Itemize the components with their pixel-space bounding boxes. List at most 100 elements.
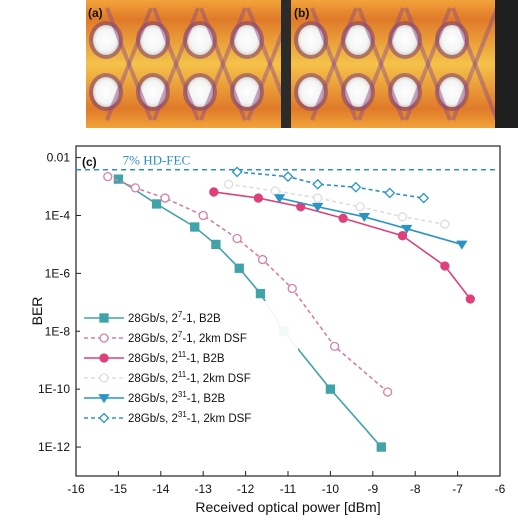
x-tick-label: -11 [280,482,297,496]
legend-entry: 28Gb/s, 27-1, B2B [84,310,221,325]
data-point [384,187,396,199]
legend-entry: 28Gb/s, 27-1, 2km DSF [84,330,247,345]
panel-tag-c: (c) [82,155,97,169]
y-tick-label: 1E-10 [38,382,70,396]
legend-entry: 28Gb/s, 231-1, 2km DSF [84,410,251,425]
legend-label: 28Gb/s, 231-1, 2km DSF [128,410,251,425]
x-tick-label: -10 [322,482,340,496]
x-tick-label: -15 [110,482,128,496]
y-tick-label: 1E-12 [38,440,70,454]
x-tick-label: -16 [67,482,85,496]
y-tick-label: 1E-6 [45,266,71,280]
eye-trace [199,7,247,121]
ber-chart: (c) -16 -15 -14 -13 -12 -11 -10 -9 -8 -7 -6 0.01 1E… [29,145,506,515]
y-tick-label: 1E-8 [45,324,71,338]
series-2 [103,171,393,397]
data-point [99,353,109,363]
data-point [312,178,324,190]
data-point [98,394,110,404]
series-5 [273,194,468,250]
data-point [376,442,386,452]
x-axis-label: Received optical power [dBm] [195,499,380,515]
legend-label: 28Gb/s, 27-1, 2km DSF [128,330,247,345]
legend-label: 28Gb/s, 27-1, B2B [128,310,221,325]
legend-label: 28Gb/s, 231-1, B2B [128,390,225,405]
eye-openings-b [294,7,499,121]
data-point [397,231,408,241]
data-point [99,373,109,383]
data-point [350,181,362,193]
data-point [99,333,109,343]
eye-opening [140,25,166,55]
series-layer [103,166,475,452]
eye-opening [187,77,213,107]
series-6 [231,166,430,204]
eye-opening [234,77,260,107]
eye-trace [199,7,247,121]
eye-opening [345,25,371,55]
eye-trace [404,7,452,121]
data-point [223,179,234,189]
data-point [231,166,243,178]
eye-opening [392,77,418,107]
data-point [397,212,408,222]
data-point [325,384,336,394]
y-axis: 0.01 1E-4 1E-6 1E-8 1E-10 1E-12 [38,151,81,454]
data-point [355,202,365,212]
panel-right-edge [495,0,518,128]
eye-opening [298,25,324,55]
eye-trace [404,7,452,121]
y-tick-label: 1E-4 [45,208,71,222]
x-tick-label: -6 [495,482,506,496]
eye-opening [93,25,119,55]
eye-diagram-panel-a [0,0,294,128]
data-point [282,171,294,183]
series-4 [223,179,450,229]
legend-label: 28Gb/s, 211-1, B2B [128,350,225,365]
eye-trace [357,7,405,121]
data-point [465,294,475,304]
x-tick-label: -13 [195,482,213,496]
eye-opening [298,77,324,107]
series-3 [209,187,475,304]
data-point [358,212,370,223]
eye-trace [357,7,405,121]
y-axis-label: BER [29,297,45,326]
data-point [209,187,219,197]
series-1 [113,174,386,452]
series-line [237,171,424,199]
x-tick-label: -7 [452,482,463,496]
legend-box [80,301,298,429]
data-point [456,240,468,250]
legend: 28Gb/s, 27-1, B2B 28Gb/s, 27-1, 2km DSF 28… [80,301,298,429]
x-tick-label: -12 [237,482,255,496]
data-point [313,193,323,203]
x-axis: -16 -15 -14 -13 -12 -11 -10 -9 -8 -7 -6 [67,471,506,496]
data-point [151,199,162,209]
x-tick-label: -14 [152,482,170,496]
data-point [312,202,324,212]
eye-trace [310,7,358,121]
eye-trace [451,7,499,121]
data-point [232,233,242,244]
data-point [255,288,266,299]
eye-opening [187,25,213,55]
legend-entry: 28Gb/s, 211-1, 2km DSF [84,370,251,385]
eye-trace [152,7,200,121]
data-point [130,183,141,193]
data-point [160,193,170,203]
eye-trace [451,7,499,121]
eye-trace [105,7,153,121]
data-point [418,192,430,204]
legend-entry: 28Gb/s, 231-1, B2B [84,390,225,405]
data-point [198,210,208,221]
data-point [338,213,348,223]
panel-divider [281,0,291,128]
fec-threshold-label: 7% HD-FEC [123,153,191,168]
data-point [329,341,340,352]
series-line [228,183,446,225]
eye-opening [93,77,119,107]
eye-opening [234,25,260,55]
panel-tag-b: (b) [294,6,309,20]
data-point [103,171,113,182]
